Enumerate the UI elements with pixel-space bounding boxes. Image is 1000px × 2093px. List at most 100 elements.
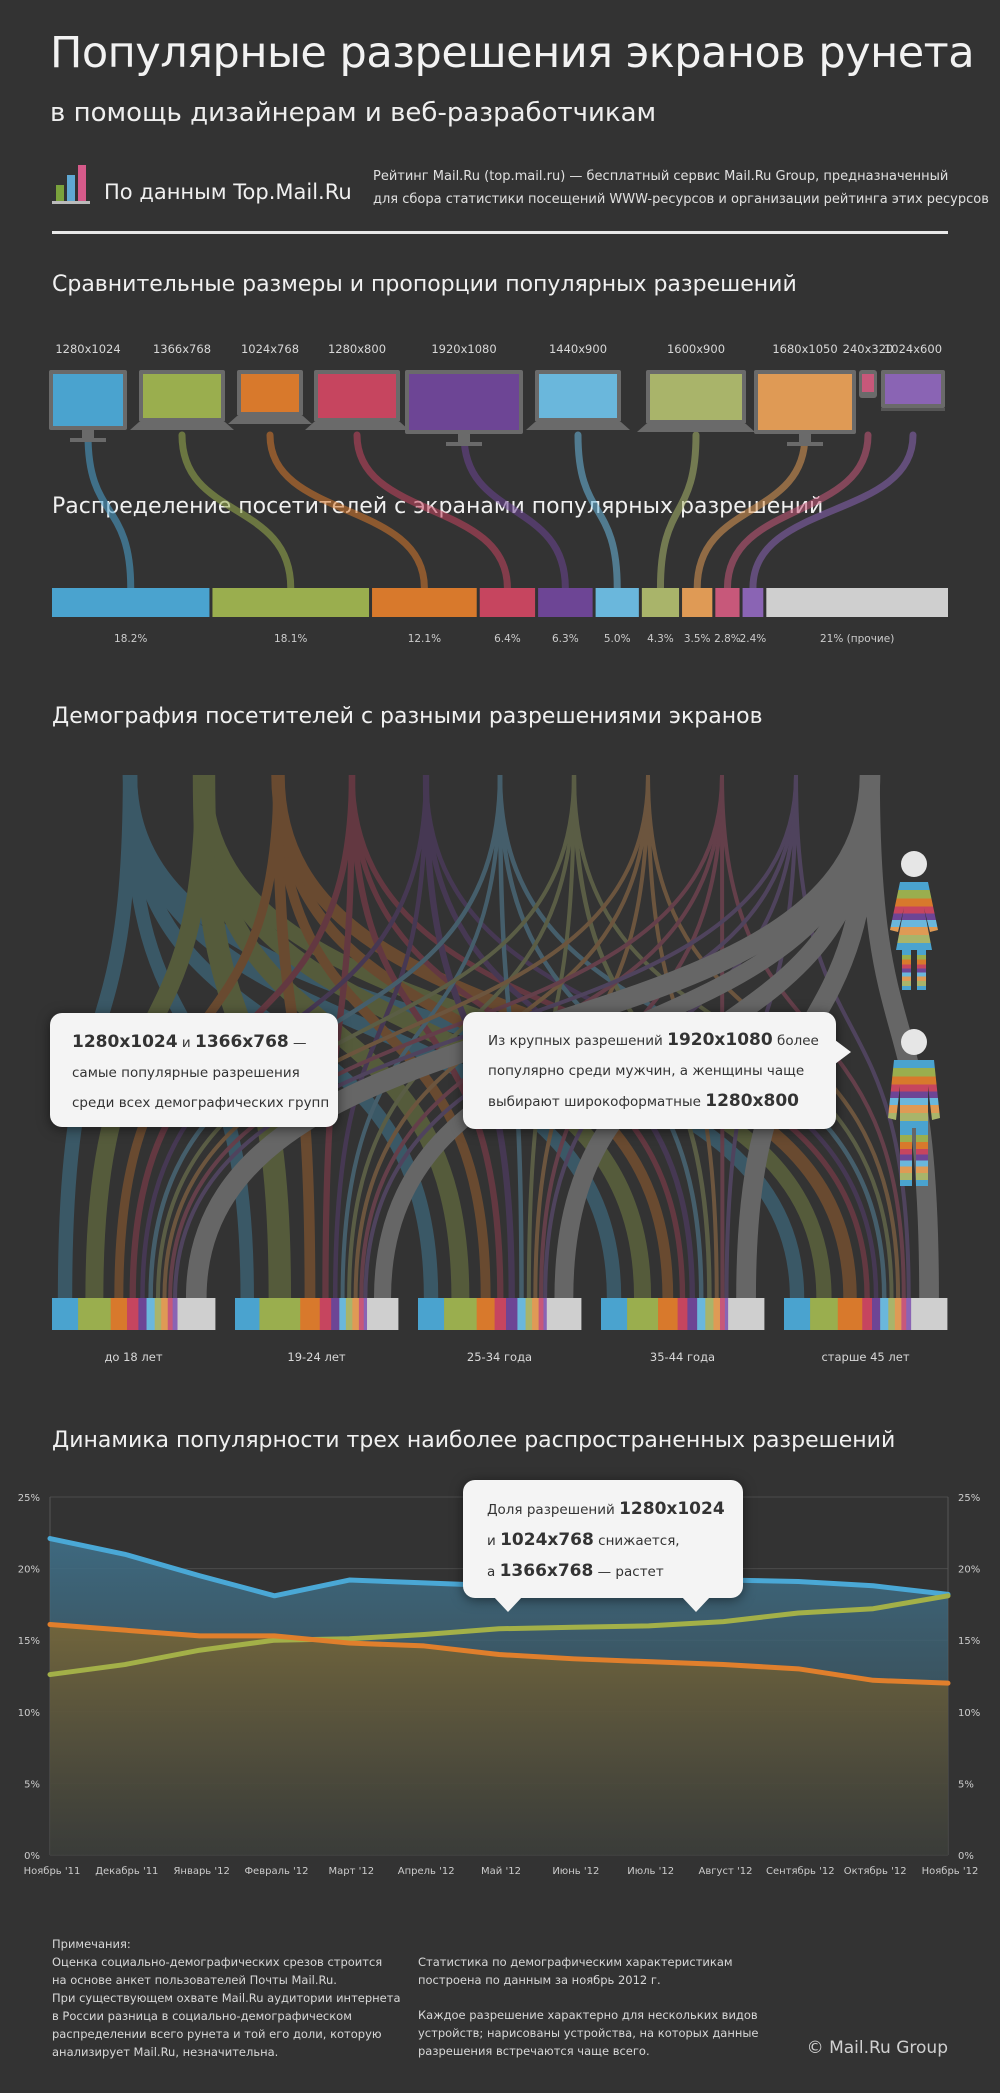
callout-highlight: 1366x768 <box>499 1561 594 1581</box>
callout-highlight: 1280x1024 <box>619 1499 725 1519</box>
distribution-bar-segment <box>742 588 764 617</box>
demography-bar-segment <box>906 1298 912 1330</box>
demography-bar-segment <box>728 1298 765 1330</box>
demography-bar-segment <box>367 1298 399 1330</box>
y-tick-label: 0% <box>24 1851 40 1862</box>
section-title-sizes: Сравнительные размеры и пропорции популя… <box>52 272 797 297</box>
callout-text: и <box>487 1533 496 1549</box>
male-figure-icon <box>888 1029 940 1186</box>
demography-bar-segment <box>894 1298 902 1330</box>
notes-line: устройств; нарисованы устройства, на кот… <box>418 2026 759 2040</box>
demography-bar-segment <box>543 1298 548 1330</box>
demography-flow-curve <box>168 774 724 1299</box>
distribution-percent-label: 5.0% <box>603 633 631 645</box>
demography-bar-segment <box>476 1298 496 1330</box>
demography-bar-segment <box>538 1298 544 1330</box>
series-line <box>47 1621 951 1686</box>
demography-bar-segment <box>418 1298 445 1330</box>
demography-bar-segment <box>713 1298 721 1330</box>
distribution-percent-label: 2.8% <box>714 633 741 645</box>
callout-dynamics: Доля разрешений 1280x1024 и 1024x768 сни… <box>463 1480 743 1612</box>
resolution-flow-curve <box>574 431 621 592</box>
device-monitor-wide-icon <box>405 370 523 446</box>
demography-bar-segment <box>601 1298 628 1330</box>
distribution-percent-label: 18.1% <box>274 633 308 645</box>
y-tick-label: 15% <box>958 1636 980 1647</box>
device-monitor-icon <box>754 370 856 446</box>
resolution-label: 1024x768 <box>240 342 300 356</box>
x-tick-label: Сентябрь '12 <box>766 1866 835 1877</box>
x-tick-label: Июнь '12 <box>552 1866 599 1877</box>
demography-bar-segment <box>880 1298 889 1330</box>
demography-flow-curve <box>195 774 652 1299</box>
demography-flow-curve <box>347 774 576 1299</box>
mailru-logo-icon <box>52 165 90 204</box>
callout-text: снижается, <box>598 1533 680 1549</box>
resolution-label: 1440x900 <box>548 342 608 356</box>
callout-text: самые популярные разрешения <box>72 1065 300 1081</box>
notes-line: Статистика по демографическим характерис… <box>418 1955 733 1969</box>
distribution-percent-label: 3.5% <box>683 633 711 645</box>
resolution-flow-curve <box>723 431 872 592</box>
y-tick-label: 15% <box>18 1636 40 1647</box>
callout-highlight: 1920x1080 <box>667 1030 773 1050</box>
demography-bar-segment <box>888 1298 896 1330</box>
demography-bar-segment <box>911 1298 948 1330</box>
page-title: Популярные разрешения экранов рунета <box>50 28 975 78</box>
demography-bar-segment <box>444 1298 478 1330</box>
distribution-bar-segment <box>595 588 639 617</box>
distribution-percent-label: 18.2% <box>114 633 148 645</box>
y-tick-label: 20% <box>18 1565 40 1576</box>
device-laptop-icon <box>637 370 755 432</box>
demography-bar-segment <box>506 1298 518 1330</box>
distribution-bar-segment <box>766 588 948 617</box>
callout-highlight: 1366x768 <box>194 1032 289 1052</box>
demography-bar-segment <box>697 1298 706 1330</box>
demography-bar-segment <box>494 1298 507 1330</box>
callout-text: более <box>777 1033 819 1049</box>
device-netbook-icon <box>881 370 945 411</box>
x-tick-label: Май '12 <box>481 1866 521 1877</box>
source-description-line: для сбора статистики посещений WWW-ресур… <box>373 192 989 207</box>
distribution-percent-label: 4.3% <box>647 633 674 645</box>
demography-bar-segment <box>345 1298 353 1330</box>
demography-flow-curve <box>122 774 622 1299</box>
distribution-percent-label: 2.4% <box>739 633 767 645</box>
demography-bar-segment <box>52 1298 79 1330</box>
y-tick-label: 10% <box>958 1708 980 1719</box>
resolution-distribution-chart <box>49 370 948 1330</box>
demography-bar-segment <box>172 1298 178 1330</box>
resolution-flow-curve <box>353 431 511 592</box>
demography-bar-segment <box>110 1298 128 1330</box>
section-title-demography: Демография посетителей с разными разреше… <box>52 704 763 729</box>
demography-bar-segment <box>687 1298 698 1330</box>
resolution-label: 1024x600 <box>883 342 943 356</box>
demography-bar-segment <box>872 1298 881 1330</box>
x-tick-label: Апрель '12 <box>398 1866 455 1877</box>
device-phone-icon <box>859 370 877 398</box>
distribution-bar-segment <box>641 588 680 617</box>
callout-text: выбирают широкоформатные <box>488 1094 701 1110</box>
callout-text: популярно среди мужчин, а женщины чаще <box>488 1063 805 1079</box>
demography-bar-segment <box>352 1298 360 1330</box>
notes-left: Примечания: Оценка социально-демографиче… <box>52 1935 412 2061</box>
age-group-label: 35-44 года <box>649 1350 716 1364</box>
distribution-bar-segment <box>372 588 477 617</box>
demography-bar-segment <box>235 1298 260 1330</box>
device-laptop-icon <box>305 370 409 430</box>
demography-bar-segment <box>339 1298 347 1330</box>
notes-right: Статистика по демографическим характерис… <box>418 1953 778 2060</box>
demography-bar-segment <box>837 1298 863 1330</box>
resolution-flow-curve <box>693 431 809 592</box>
x-tick-label: Март '12 <box>329 1866 375 1877</box>
demography-bar-segment <box>363 1298 368 1330</box>
demography-bar-segment <box>525 1298 533 1330</box>
y-tick-label: 0% <box>958 1851 974 1862</box>
source-description-line: Рейтинг Mail.Ru (top.mail.ru) — бесплатн… <box>373 169 949 184</box>
female-figure-icon <box>890 851 938 990</box>
demography-bar-segment <box>161 1298 169 1330</box>
demography-flow-curve <box>322 774 356 1299</box>
resolution-label: 1600x900 <box>666 342 726 356</box>
device-laptop-icon <box>130 370 234 430</box>
x-tick-label: Август '12 <box>699 1866 753 1877</box>
